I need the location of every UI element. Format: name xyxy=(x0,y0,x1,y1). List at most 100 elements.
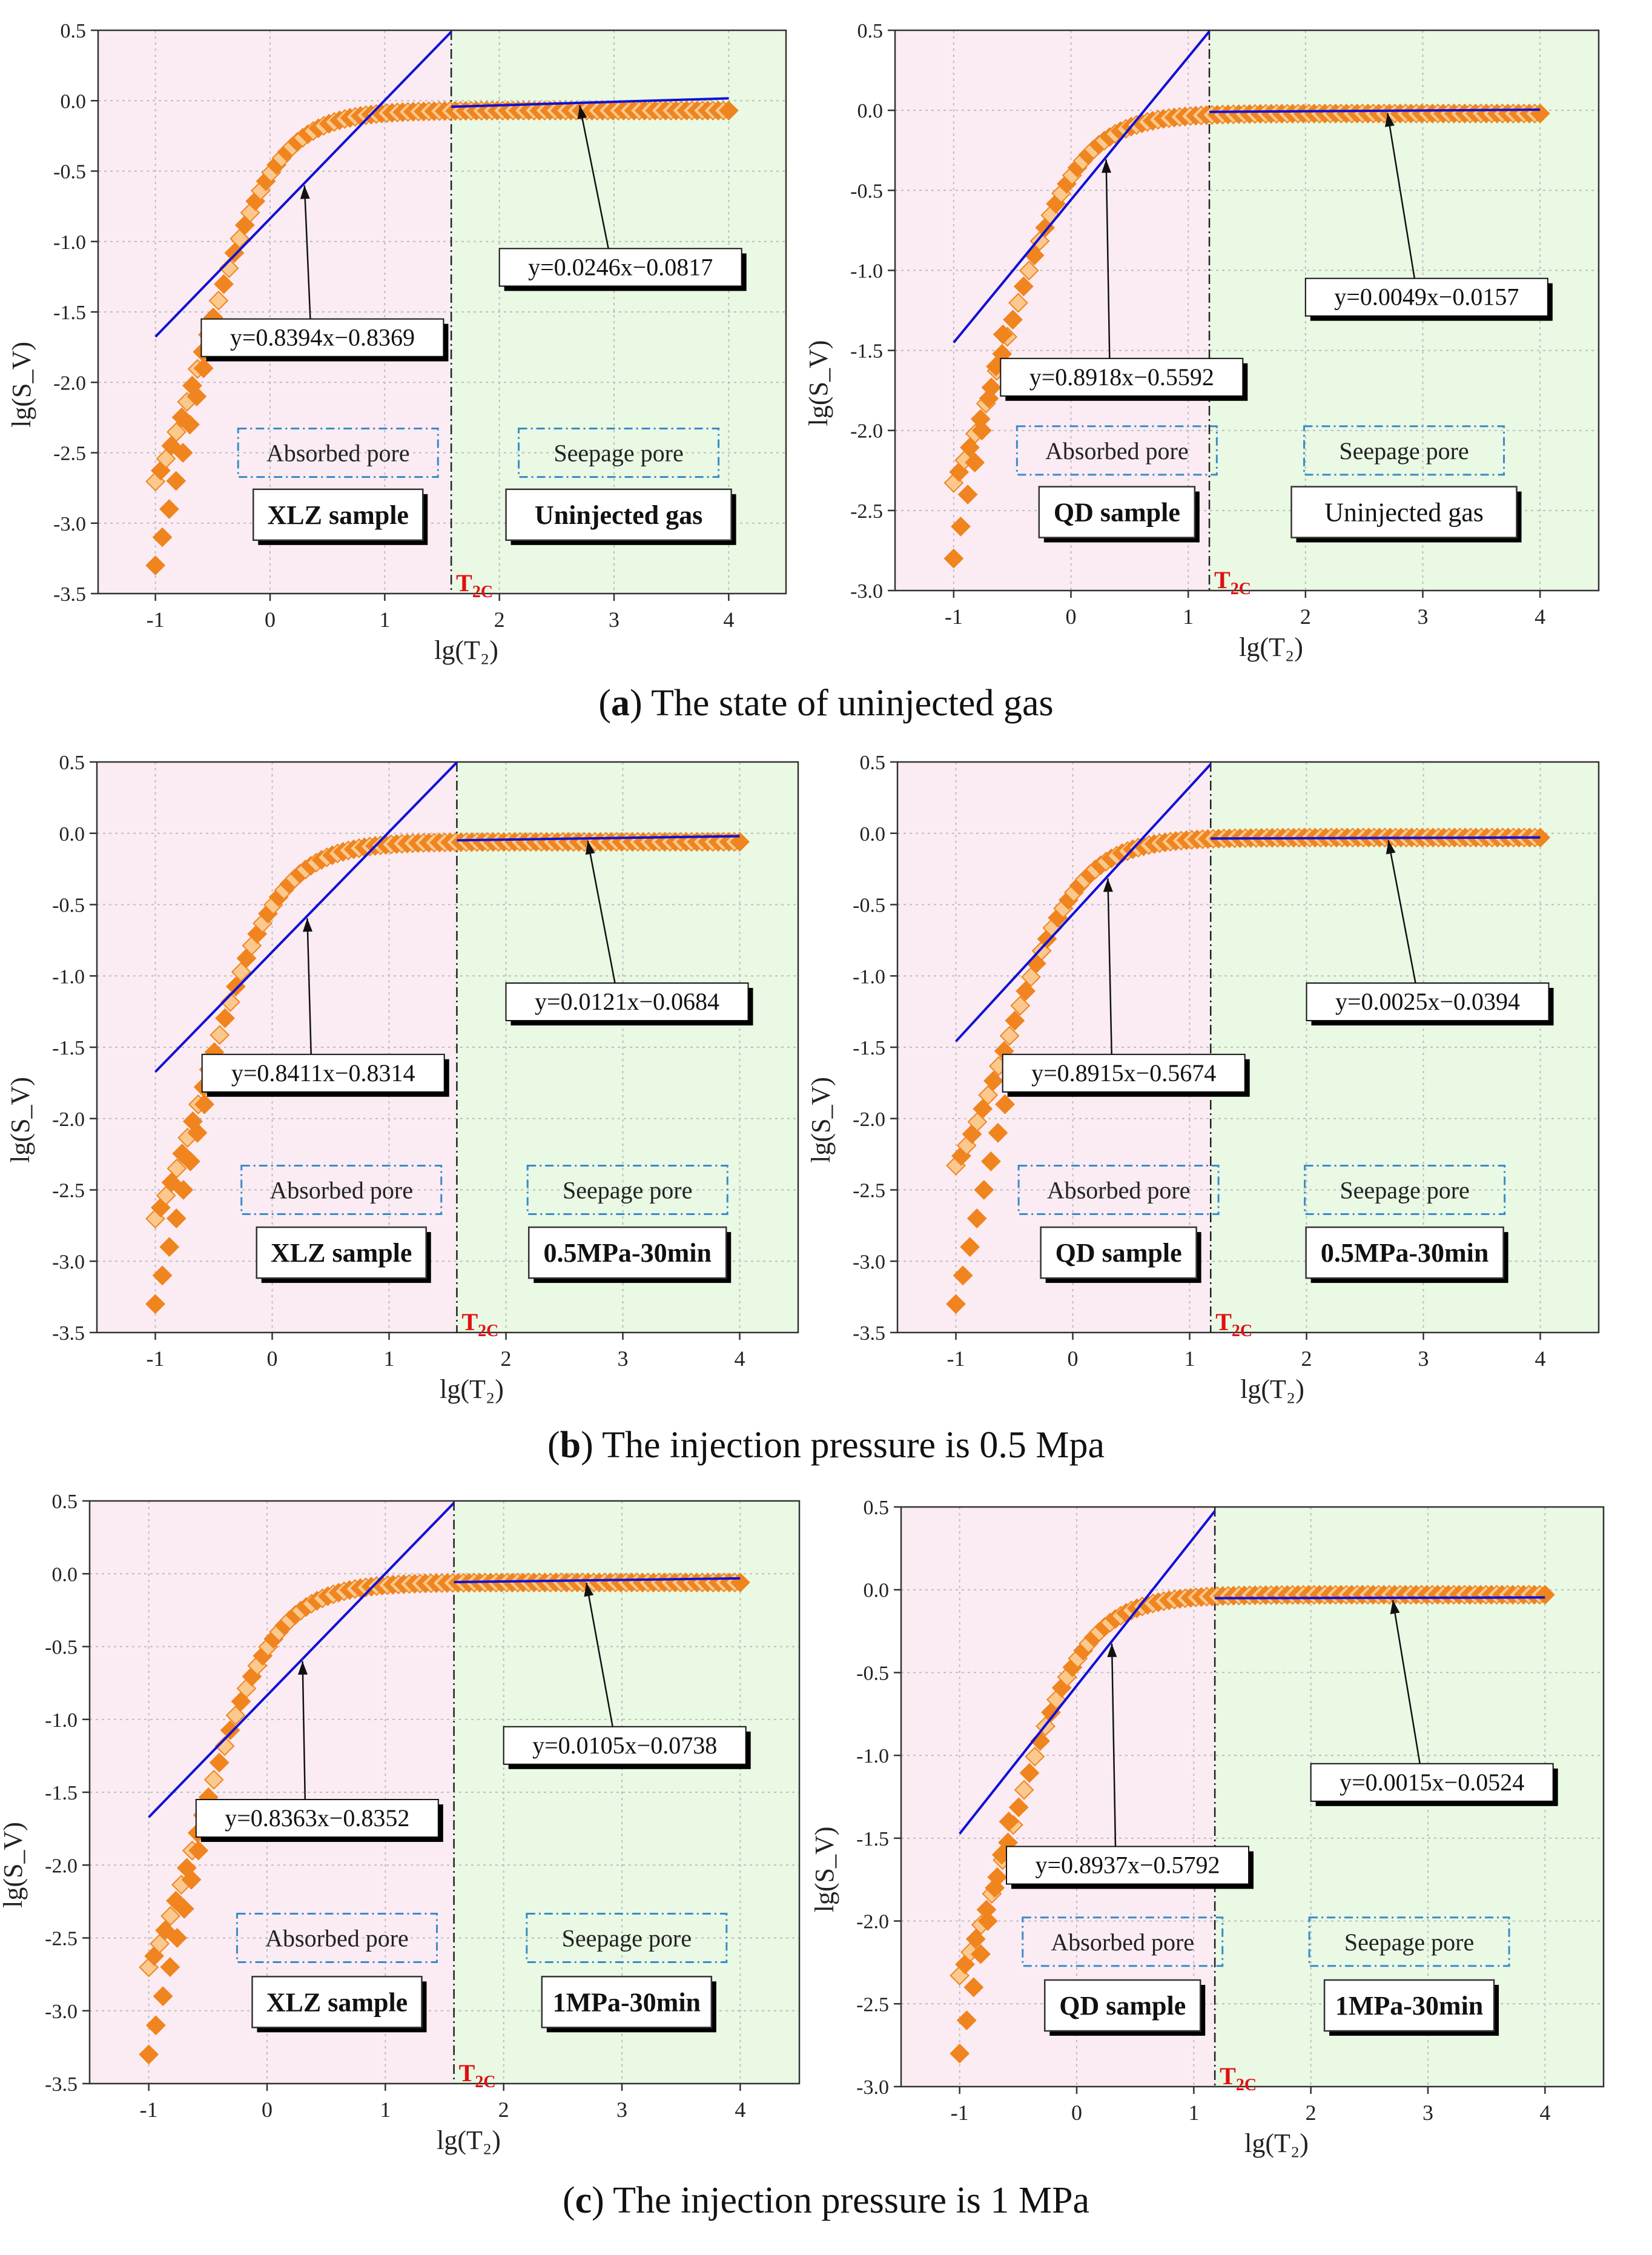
data-marker xyxy=(971,420,992,441)
data-marker xyxy=(155,1920,175,1941)
x-tick-label: 1 xyxy=(1184,1346,1195,1371)
y-tick-label: 0.0 xyxy=(860,823,886,846)
seepage-pore-box xyxy=(518,428,720,478)
data-marker xyxy=(1019,260,1039,281)
x-tick-label: 4 xyxy=(1535,1346,1546,1371)
eq-absorbed-box xyxy=(201,1053,445,1093)
fit-line-absorbed xyxy=(953,30,1211,343)
data-marker xyxy=(999,1812,1019,1832)
data-marker xyxy=(960,1237,980,1257)
t2c-label-sub: 2C xyxy=(1232,1322,1252,1340)
data-marker xyxy=(161,1172,182,1193)
t2c-label-sub: 2C xyxy=(475,2073,495,2091)
y-tick-label: -2.0 xyxy=(853,1108,885,1131)
eq-seepage-box xyxy=(1306,982,1550,1022)
data-marker xyxy=(173,1180,194,1200)
caption-a-text: The state of uninjected gas xyxy=(651,683,1054,724)
data-marker xyxy=(1025,1746,1045,1767)
seepage-pore-label: Seepage pore xyxy=(553,440,683,467)
x-tick-label: -1 xyxy=(147,1346,165,1371)
fit-line-seepage xyxy=(454,1577,741,1584)
absorbed-pore-label: Absorbed pore xyxy=(266,440,410,467)
seepage-pore-label: Seepage pore xyxy=(562,1925,692,1952)
state-label-label: Uninjected gas xyxy=(1324,498,1484,528)
x-tick-label: 0 xyxy=(265,608,276,632)
data-marker xyxy=(965,452,985,472)
data-marker xyxy=(946,1294,966,1314)
data-marker xyxy=(718,101,739,121)
data-marker xyxy=(966,1208,987,1229)
y-tick-label: -3.5 xyxy=(52,1322,85,1345)
data-marker xyxy=(980,1151,1001,1171)
eq-absorbed-arrowhead xyxy=(303,918,313,932)
eq-absorbed-box xyxy=(1002,1053,1246,1093)
y-tick-label: -2.5 xyxy=(856,1993,889,2016)
absorbed-pore-box xyxy=(236,1913,438,1963)
data-marker xyxy=(985,1878,1005,1898)
caption-c: (c) The injection pressure is 1 MPa xyxy=(562,2180,1090,2221)
data-marker xyxy=(977,1911,998,1931)
data-marker xyxy=(166,422,187,442)
eq-absorbed-box xyxy=(1000,357,1244,397)
x-tick-label: 0 xyxy=(1068,1346,1079,1371)
x-tick-label: 4 xyxy=(1539,2101,1550,2125)
x-axis-title: lg(T₂) xyxy=(437,2125,501,2155)
caption-b: (b) The injection pressure is 0.5 Mpa xyxy=(547,1425,1105,1466)
data-marker xyxy=(203,1769,224,1790)
eq-seepage-label: y=0.0025x−0.0394 xyxy=(1335,988,1520,1015)
data-marker xyxy=(953,1265,973,1286)
state-label-label: Uninjected gas xyxy=(535,500,702,530)
y-tick-label: -2.5 xyxy=(45,1928,78,1950)
y-axis-title: lg(S_V) xyxy=(810,1827,839,1913)
data-marker xyxy=(974,1180,994,1200)
y-axis-title: lg(S_V) xyxy=(804,340,833,426)
data-marker xyxy=(951,516,971,537)
eq-seepage-arrowhead xyxy=(585,841,595,855)
eq-seepage-label: y=0.0246x−0.0817 xyxy=(528,253,713,280)
data-marker xyxy=(1003,310,1023,330)
x-tick-label: 1 xyxy=(1188,2101,1199,2125)
data-marker xyxy=(965,1929,986,1949)
y-tick-label: -0.5 xyxy=(52,895,85,917)
data-marker xyxy=(1005,1010,1025,1031)
data-marker xyxy=(236,948,257,969)
fit-line-seepage xyxy=(451,97,729,108)
sample-label-box xyxy=(1038,486,1196,538)
eq-seepage-arrow xyxy=(587,840,616,984)
y-tick-label: -2.5 xyxy=(850,500,883,523)
sample-label-label: XLZ sample xyxy=(267,500,408,530)
t2c-label-sub: 2C xyxy=(472,583,493,601)
data-marker xyxy=(145,1294,165,1314)
data-marker xyxy=(166,1208,187,1229)
y-tick-label: -0.5 xyxy=(853,895,885,917)
eq-seepage-arrowhead xyxy=(584,1583,594,1597)
state-label-label: 0.5MPa-30min xyxy=(544,1238,712,1268)
x-tick-label: 4 xyxy=(735,1346,745,1371)
y-tick-label: -1.5 xyxy=(850,340,883,363)
data-marker xyxy=(234,215,255,236)
absorbed-pore-label: Absorbed pore xyxy=(265,1925,409,1952)
data-marker xyxy=(215,1008,236,1028)
x-tick-label: 3 xyxy=(1418,604,1429,629)
y-axis-title: lg(S_V) xyxy=(0,1822,28,1908)
y-tick-label: -2.5 xyxy=(53,443,86,465)
y-tick-label: 0.0 xyxy=(857,100,884,122)
data-marker xyxy=(1010,995,1031,1016)
y-axis-title: lg(S_V) xyxy=(806,1077,836,1163)
data-marker xyxy=(152,1265,173,1286)
y-axis-title: lg(S_V) xyxy=(7,342,36,428)
fit-line-absorbed xyxy=(955,763,1212,1042)
x-tick-label: -1 xyxy=(947,1346,965,1371)
t2c-label-sub: 2C xyxy=(1236,2076,1257,2094)
eq-seepage-arrow xyxy=(1392,1600,1421,1764)
absorbed-pore-label: Absorbed pore xyxy=(1051,1929,1194,1956)
eq-seepage-arrowhead xyxy=(1385,113,1395,127)
data-marker xyxy=(194,1094,214,1114)
eq-absorbed-arrow xyxy=(302,1661,306,1800)
x-tick-label: 2 xyxy=(1300,604,1311,629)
eq-absorbed-label: y=0.8363x−0.8352 xyxy=(225,1804,409,1832)
data-marker xyxy=(181,1869,202,1890)
data-marker xyxy=(145,2015,166,2036)
x-axis-title: lg(T₂) xyxy=(434,635,498,665)
